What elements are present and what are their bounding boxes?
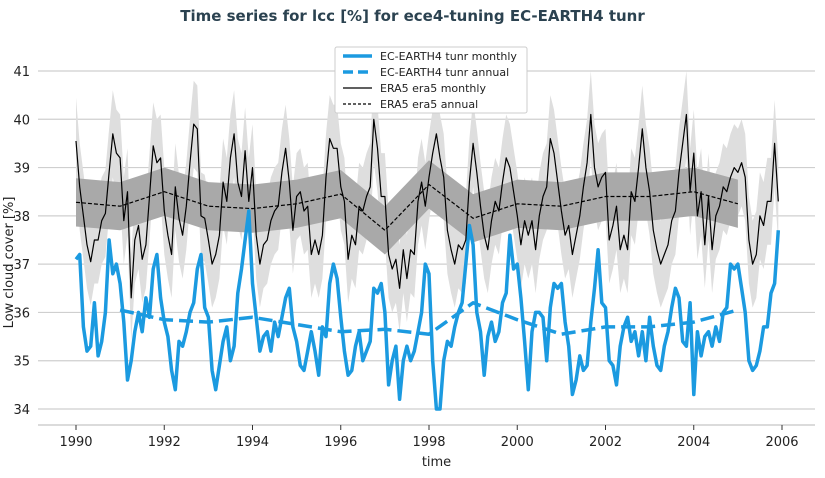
y-tick-label: 41 <box>13 65 30 80</box>
y-axis-label: Low cloud cover [%] <box>2 197 17 329</box>
series-line-3 <box>75 183 739 231</box>
y-tick-label: 36 <box>13 306 30 321</box>
series-line-2 <box>75 113 779 299</box>
lines <box>74 113 781 411</box>
x-tick-label: 1990 <box>59 435 92 450</box>
legend: EC-EARTH4 tunr monthly EC-EARTH4 tunr ann… <box>334 46 528 114</box>
y-tick-label: 35 <box>13 355 30 370</box>
era5-annual-spread-band <box>76 160 738 255</box>
y-tick-label: 34 <box>13 403 30 418</box>
axes: 34 35 36 37 38 39 40 41 1990 1992 1994 1996 1998 2000… <box>2 65 815 470</box>
chart-title: Time series for lcc [%] for ece4-tuning … <box>180 7 645 25</box>
y-tick-label: 37 <box>13 258 30 273</box>
x-tick-label: 1994 <box>236 435 269 450</box>
x-tick-label: 1996 <box>324 435 357 450</box>
legend-label: EC-EARTH4 tunr monthly <box>380 50 517 63</box>
x-tick-label: 2002 <box>589 435 622 450</box>
y-tick-label: 38 <box>13 210 30 225</box>
x-axis-label: time <box>422 455 451 470</box>
x-tick-label: 1998 <box>412 435 445 450</box>
series-line-0 <box>74 209 781 411</box>
legend-label: ERA5 era5 monthly <box>380 82 486 95</box>
y-tick-label: 39 <box>13 162 30 177</box>
legend-box <box>334 46 528 114</box>
bands <box>76 71 779 342</box>
y-tick-label: 40 <box>13 113 30 128</box>
x-tick-label: 2000 <box>501 435 534 450</box>
x-tick-label: 1992 <box>148 435 181 450</box>
legend-label: EC-EARTH4 tunr annual <box>380 66 509 79</box>
legend-label: ERA5 era5 annual <box>380 98 478 111</box>
x-tick-label: 2006 <box>765 435 798 450</box>
x-tick-label: 2004 <box>677 435 710 450</box>
